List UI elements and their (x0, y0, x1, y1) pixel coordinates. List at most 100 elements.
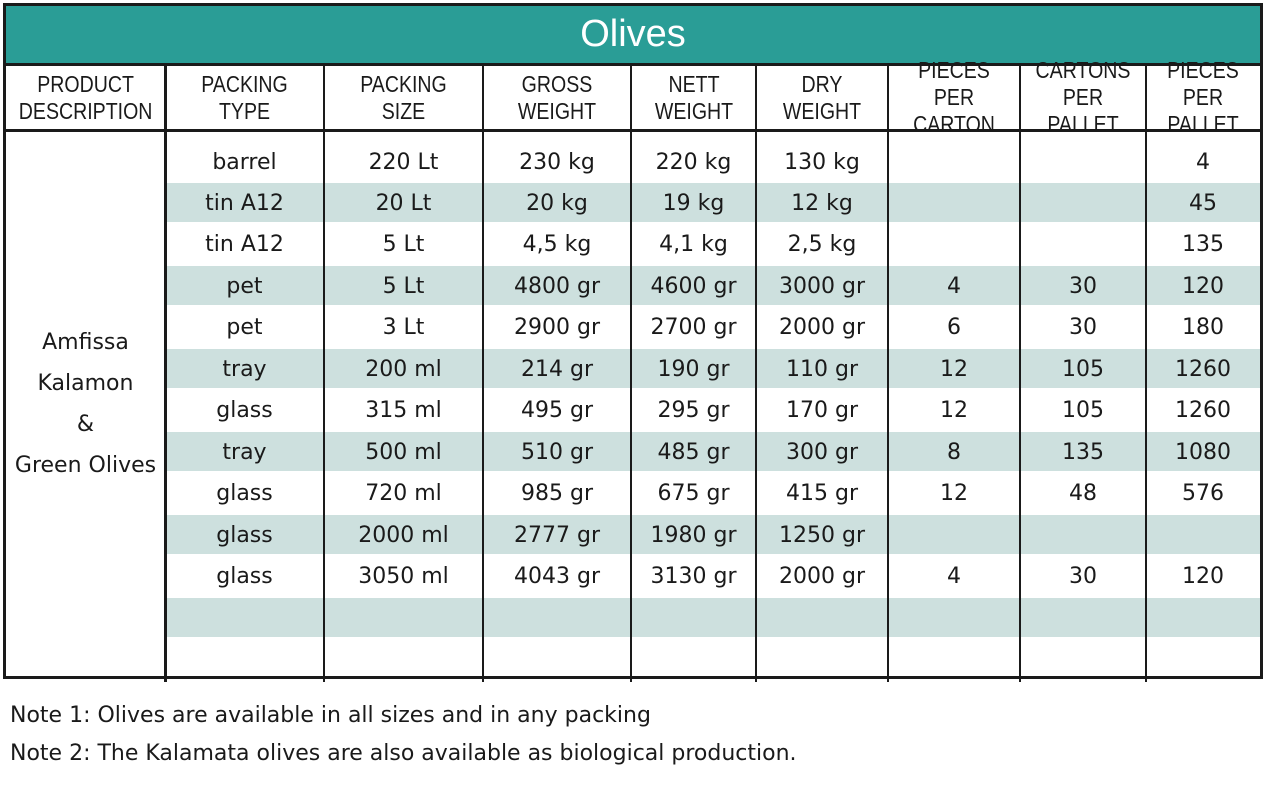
cartons-per-pallet-cell: 30 (1069, 564, 1097, 589)
pieces-per-pallet-header: PIECES PER PALLET (1146, 57, 1260, 137)
nett-weight-cell (631, 598, 756, 639)
packing-size-cell: 500 ml (365, 440, 442, 465)
column-divider (1145, 66, 1147, 682)
dry-weight-cell: 2,5 kg (787, 232, 857, 257)
pieces-per-pallet-cell: 135 (1182, 232, 1224, 257)
cartons-per-pallet-cell: 48 (1069, 481, 1097, 506)
packing-size-cell: 720 ml (365, 481, 442, 506)
gross-weight-cell: 2777 gr (514, 523, 600, 548)
cartons-per-pallet-cell: 105 (1062, 398, 1104, 423)
table-row: pet 3 Lt 2900 gr 2700 gr 2000 gr 6 30 180 (6, 307, 1260, 348)
packing-size-cell: 220 Lt (368, 150, 439, 175)
title-bar: Olives (6, 6, 1260, 66)
packing-size-cell: 3050 ml (358, 564, 449, 589)
packing-type-cell: tray (222, 357, 267, 382)
packing-type-cell: glass (216, 398, 273, 423)
gross-weight-cell (483, 598, 631, 639)
header-line: PER CARTON (913, 84, 995, 137)
table-title: Olives (580, 13, 686, 55)
column-divider (482, 66, 484, 682)
packing-size-cell: 200 ml (365, 357, 442, 382)
pieces-per-carton-cell (888, 142, 1020, 183)
column-divider (164, 66, 167, 682)
pieces-per-carton-cell (888, 515, 1020, 556)
gross-weight-cell: 2900 gr (514, 315, 600, 340)
dry-weight-header: DRY WEIGHT (756, 66, 888, 129)
gross-weight-cell: 20 kg (526, 191, 588, 216)
dry-weight-cell (756, 598, 888, 639)
pieces-per-pallet-cell: 576 (1182, 481, 1224, 506)
header-line: CARTONS (1035, 57, 1131, 83)
gross-weight-cell: 230 kg (519, 150, 595, 175)
dry-weight-cell: 415 gr (786, 481, 858, 506)
table-row: tray 500 ml 510 gr 485 gr 300 gr 8 135 1080 (6, 432, 1260, 473)
packing-type-cell: tin A12 (205, 232, 284, 257)
note-1: Note 1: Olives are available in all size… (10, 703, 651, 728)
pieces-per-carton-cell: 12 (940, 357, 968, 382)
nett-weight-cell: 4600 gr (650, 274, 737, 299)
packing-size-cell: 20 Lt (375, 191, 432, 216)
pieces-per-pallet-cell: 120 (1182, 564, 1224, 589)
row-stripe (165, 598, 1260, 637)
packing-type-cell: glass (216, 481, 273, 506)
packing-type-header: PACKING TYPE (165, 66, 324, 129)
pieces-per-carton-cell: 4 (947, 564, 961, 589)
nett-weight-header: NETT WEIGHT (631, 66, 756, 129)
packing-size-cell (324, 639, 483, 680)
row-stripe (165, 349, 1260, 388)
table-row: glass 3050 ml 4043 gr 3130 gr 2000 gr 4 30 120 (6, 556, 1260, 597)
pieces-per-pallet-cell (1146, 639, 1260, 680)
gross-weight-cell: 510 gr (521, 440, 593, 465)
pieces-per-pallet-cell: 4 (1196, 150, 1210, 175)
gross-weight-cell: 4800 gr (514, 274, 600, 299)
pieces-per-carton-cell (888, 224, 1020, 265)
header-line: PACKING SIZE (360, 70, 447, 124)
packing-type-cell: tin A12 (205, 191, 284, 216)
packing-type-cell: tray (222, 440, 267, 465)
table-row (6, 639, 1260, 680)
nett-weight-cell: 4,1 kg (659, 232, 728, 257)
product-line: Amfissa (42, 330, 129, 355)
row-stripe (165, 432, 1260, 471)
header-line: WEIGHT (517, 97, 597, 124)
pieces-per-carton-cell (888, 598, 1020, 639)
packing-size-cell (324, 598, 483, 639)
pieces-per-pallet-cell: 1260 (1175, 357, 1231, 382)
table-row: pet 5 Lt 4800 gr 4600 gr 3000 gr 4 30 120 (6, 266, 1260, 307)
header-line: PER PALLET (1167, 84, 1239, 137)
table-row: glass 315 ml 495 gr 295 gr 170 gr 12 105 1260 (6, 390, 1260, 431)
dry-weight-cell: 3000 gr (779, 274, 865, 299)
packing-type-cell: barrel (212, 150, 277, 175)
packing-size-cell: 3 Lt (382, 315, 425, 340)
pieces-per-carton-cell: 12 (940, 481, 968, 506)
gross-weight-cell (483, 639, 631, 680)
table-row: glass 2000 ml 2777 gr 1980 gr 1250 gr (6, 515, 1260, 556)
dry-weight-cell: 130 kg (784, 150, 860, 175)
header-line: PER PALLET (1047, 84, 1119, 137)
pieces-per-pallet-cell (1146, 598, 1260, 639)
product-line: & (76, 412, 95, 437)
pieces-per-carton-cell: 4 (947, 274, 961, 299)
cartons-per-pallet-cell (1020, 515, 1146, 556)
cartons-per-pallet-header: CARTONS PER PALLET (1020, 57, 1146, 137)
table-body: barrel 220 Lt 230 kg 220 kg 130 kg 4 tin A12 20… (6, 132, 1260, 676)
row-stripe (165, 266, 1260, 305)
gross-weight-cell: 214 gr (521, 357, 593, 382)
column-divider (887, 66, 889, 682)
packing-size-cell: 315 ml (365, 398, 442, 423)
gross-weight-cell: 495 gr (521, 398, 593, 423)
pieces-per-carton-cell (888, 183, 1020, 224)
gross-weight-cell: 985 gr (521, 481, 593, 506)
table-row (6, 598, 1260, 639)
note-2: Note 2: The Kalamata olives are also ava… (10, 741, 797, 766)
table-row: barrel 220 Lt 230 kg 220 kg 130 kg 4 (6, 142, 1260, 183)
header-line: DESCRIPTION (18, 97, 153, 124)
packing-size-header: PACKING SIZE (324, 66, 483, 129)
header-row: PRODUCT DESCRIPTION PACKING TYPE PACKING SI… (6, 57, 1260, 137)
pieces-per-pallet-cell: 1080 (1175, 440, 1231, 465)
nett-weight-cell: 1980 gr (650, 523, 737, 548)
pieces-per-carton-cell (888, 639, 1020, 680)
packing-size-cell: 2000 ml (358, 523, 449, 548)
pieces-per-pallet-cell: 1260 (1175, 398, 1231, 423)
header-line: WEIGHT (782, 97, 862, 124)
